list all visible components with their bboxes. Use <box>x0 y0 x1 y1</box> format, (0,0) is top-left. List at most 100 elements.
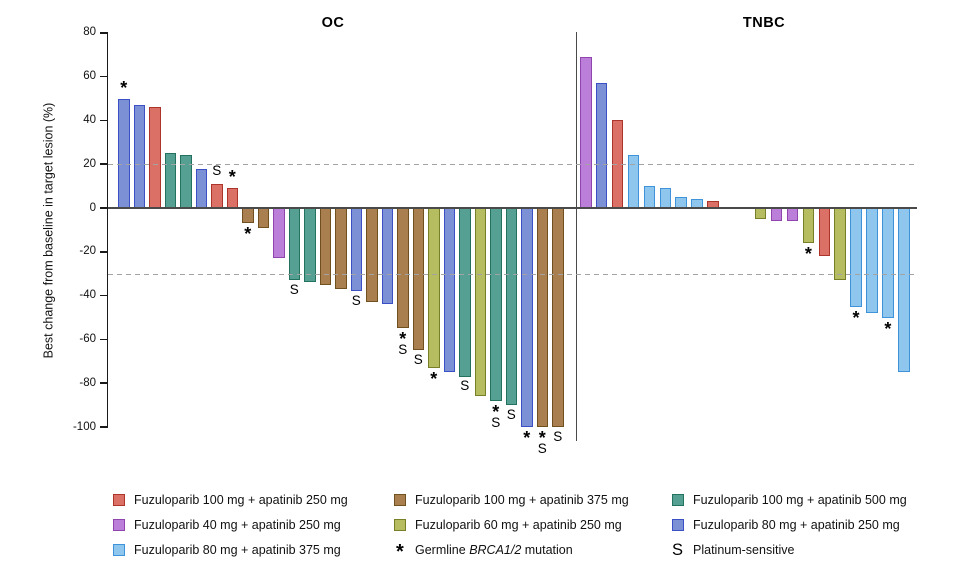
legend-label: Fuzuloparib 40 mg + apatinib 250 mg <box>134 518 341 532</box>
y-axis-tick <box>99 32 107 34</box>
reference-line <box>108 273 917 275</box>
y-tick-label: 40 <box>83 113 96 126</box>
platinum-sensitive-mark: S <box>460 378 470 394</box>
y-tick-label: 80 <box>83 26 96 39</box>
brca-mutation-mark: * <box>523 428 531 448</box>
platinum-sensitive-mark: S <box>212 163 222 179</box>
brca-mutation-mark: * <box>120 77 128 98</box>
y-tick-label: -60 <box>79 332 96 345</box>
y-tick-label: -100 <box>72 420 96 433</box>
bar <box>490 208 502 401</box>
brca-mutation-mark: * <box>228 167 236 188</box>
panel-divider <box>575 32 578 441</box>
platinum-sensitive-symbol: S <box>672 541 684 559</box>
bar <box>834 208 846 281</box>
platinum-sensitive-mark: S <box>351 292 361 308</box>
legend-label: Fuzuloparib 80 mg + apatinib 250 mg <box>693 518 900 532</box>
legend-label: Fuzuloparib 80 mg + apatinib 375 mg <box>134 543 341 557</box>
legend-swatch <box>672 519 684 531</box>
bar <box>428 208 440 368</box>
y-tick-label: -20 <box>79 245 96 258</box>
bar <box>164 153 176 208</box>
bar <box>505 208 517 406</box>
bar <box>366 208 378 303</box>
bar <box>412 208 424 351</box>
y-tick-label: 0 <box>89 201 96 214</box>
y-axis-tick <box>99 382 107 384</box>
legend-label: Fuzuloparib 100 mg + apatinib 375 mg <box>415 493 629 507</box>
y-tick-label: -40 <box>79 289 96 302</box>
bar <box>149 107 161 208</box>
bar <box>474 208 486 397</box>
y-axis-tick <box>99 294 107 297</box>
bar <box>882 208 894 318</box>
legend-label: Germline BRCA1/2 mutation <box>415 543 573 557</box>
panel-title-oc: OC <box>321 15 345 31</box>
legend-label: Fuzuloparib 60 mg + apatinib 250 mg <box>415 518 622 532</box>
y-tick-label: 20 <box>83 157 96 170</box>
y-axis-tick <box>99 75 107 78</box>
bar <box>288 208 300 281</box>
y-axis-tick <box>99 251 107 253</box>
legend-label: Fuzuloparib 100 mg + apatinib 500 mg <box>693 493 907 507</box>
bar <box>118 98 130 208</box>
legend-swatch <box>394 519 406 531</box>
bar <box>643 186 656 208</box>
y-tick-label: 60 <box>83 70 96 83</box>
bar <box>659 188 671 208</box>
bar <box>898 208 910 373</box>
bar <box>459 208 471 377</box>
y-axis-label: Best change from baseline in target lesi… <box>41 102 56 359</box>
y-axis-spine <box>106 32 108 428</box>
bar <box>850 208 862 307</box>
bar <box>552 208 564 427</box>
platinum-sensitive-mark: S <box>506 406 516 422</box>
y-axis-tick <box>99 163 107 165</box>
zero-baseline <box>108 207 917 209</box>
panel-title-tnbc: TNBC <box>742 15 786 31</box>
y-axis-tick <box>99 338 107 341</box>
brca-mutation-mark: * <box>852 307 860 328</box>
bar <box>242 208 254 224</box>
bar <box>350 208 362 292</box>
y-axis-tick <box>99 426 107 428</box>
y-tick-label: -80 <box>79 376 96 389</box>
platinum-sensitive-mark: S <box>537 441 547 456</box>
y-axis-tick <box>99 119 107 122</box>
brca-mutation-symbol: * <box>396 541 404 563</box>
brca-mutation-mark: * <box>804 244 812 265</box>
platinum-sensitive-mark: S <box>491 414 501 430</box>
bar <box>580 56 592 208</box>
y-axis-tick <box>99 207 107 209</box>
bar <box>866 208 878 314</box>
bar <box>133 105 145 208</box>
brca-mutation-mark: * <box>399 329 407 350</box>
legend-swatch <box>113 544 125 556</box>
bar <box>818 208 830 257</box>
bar <box>802 208 815 244</box>
platinum-sensitive-mark: S <box>413 351 423 367</box>
platinum-sensitive-mark: S <box>289 281 299 297</box>
bar <box>536 208 548 427</box>
brca-mutation-mark: * <box>244 224 252 245</box>
brca-mutation-mark: * <box>430 368 438 389</box>
bar <box>397 208 409 329</box>
bar <box>304 208 316 283</box>
bar <box>273 208 285 259</box>
bar <box>595 83 608 208</box>
bar <box>381 208 393 305</box>
bar <box>754 208 767 219</box>
bar <box>521 208 533 427</box>
reference-line <box>108 164 917 166</box>
bar <box>257 208 269 228</box>
bar <box>770 208 783 222</box>
platinum-sensitive-mark: S <box>553 428 563 444</box>
legend-swatch <box>394 494 406 506</box>
legend-swatch <box>113 494 125 506</box>
legend-swatch <box>113 519 125 531</box>
brca-mutation-mark: * <box>492 401 500 422</box>
bar <box>443 208 455 373</box>
brca-mutation-mark: * <box>884 318 892 339</box>
legend-swatch <box>672 494 684 506</box>
